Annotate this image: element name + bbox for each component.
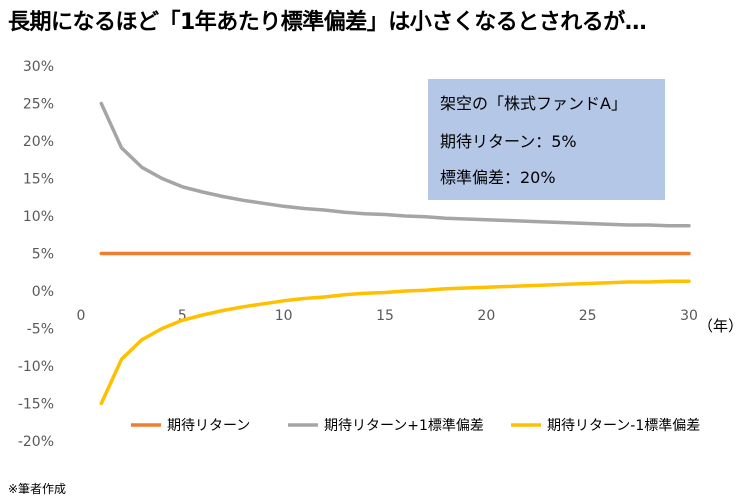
x-tick-label-0: 0 [77, 308, 86, 324]
y-tick-label-3: 15% [23, 172, 54, 188]
y-tick-label-9: -15% [18, 397, 54, 413]
annotation-line-name: 架空の「株式ファンドA」 [440, 94, 627, 113]
annotation-line-stdev: 標準偏差：20% [440, 168, 556, 187]
annotation-line-return: 期待リターン：5% [440, 132, 577, 151]
legend: 期待リターン 期待リターン+1標準偏差 期待リターン-1標準偏差 [131, 418, 700, 434]
y-tick-label-1: 25% [23, 97, 54, 113]
y-tick-label-10: -20% [18, 434, 54, 450]
y-tick-label-4: 10% [23, 209, 54, 225]
x-axis-ticks: 0 5 10 15 20 25 30 [77, 308, 698, 324]
y-tick-label-0: 30% [23, 59, 54, 75]
chart-title: 長期になるほど「1年あたり標準偏差」は小さくなるとされるが… [8, 10, 647, 35]
y-tick-label-2: 20% [23, 134, 54, 150]
y-tick-label-5: 5% [32, 247, 54, 263]
y-tick-label-8: -10% [18, 359, 54, 375]
x-tick-label-2: 10 [275, 308, 293, 324]
series-lines [99, 101, 691, 406]
annotation-background [428, 79, 665, 200]
y-tick-label-6: 0% [32, 284, 54, 300]
annotation-box: 架空の「株式ファンドA」 期待リターン：5% 標準偏差：20% [428, 79, 665, 200]
y-axis-ticks: 30% 25% 20% 15% 10% 5% 0% -5% -10% -15% -20% [18, 59, 54, 450]
legend-label-0: 期待リターン [167, 418, 250, 434]
x-tick-label-6: 30 [680, 308, 698, 324]
x-tick-label-3: 15 [376, 308, 394, 324]
footnote: ※筆者作成 [8, 482, 67, 496]
legend-label-2: 期待リターン-1標準偏差 [547, 418, 700, 434]
x-tick-label-4: 20 [477, 308, 495, 324]
legend-label-1: 期待リターン+1標準偏差 [324, 418, 484, 434]
x-axis-unit-label: （年） [698, 317, 739, 335]
series-line-1 [99, 101, 691, 228]
series-line-2 [99, 279, 691, 406]
x-tick-label-1: 5 [178, 308, 187, 324]
x-tick-label-5: 25 [579, 308, 597, 324]
y-tick-label-7: -5% [27, 322, 54, 338]
